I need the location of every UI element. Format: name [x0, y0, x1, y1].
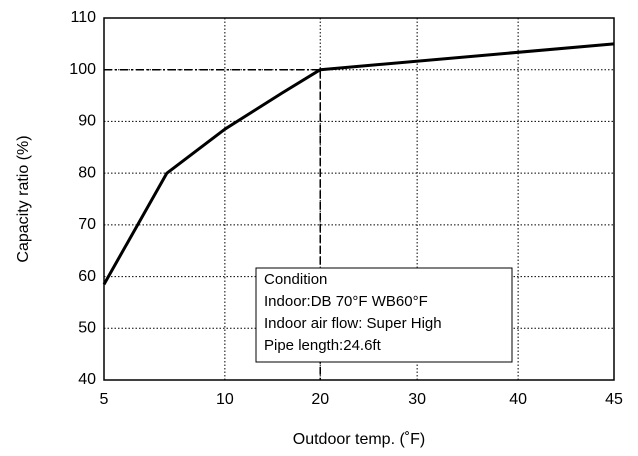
x-tick-label: 45	[605, 391, 623, 408]
y-tick-label: 90	[78, 113, 96, 130]
y-tick-label: 80	[78, 164, 96, 181]
y-tick-label: 50	[78, 320, 96, 337]
x-axis-label: Outdoor temp. (˚F)	[293, 431, 425, 448]
y-axis-label: Capacity ratio (%)	[15, 135, 32, 262]
x-tick-label: 5	[100, 391, 109, 408]
annotation-text: Condition	[264, 271, 327, 288]
annotation-text: Indoor air flow: Super High	[264, 315, 442, 332]
y-tick-label: 70	[78, 216, 96, 233]
data-line	[102, 42, 615, 286]
annotation-text: Indoor:DB 70°F WB60°F	[264, 293, 428, 310]
x-tick-label: 20	[311, 391, 329, 408]
x-tick-label: 30	[408, 391, 426, 408]
y-tick-label: 100	[69, 61, 96, 78]
plot-frame	[103, 17, 615, 381]
annotation-text: Pipe length:24.6ft	[264, 337, 382, 354]
annotation-box	[255, 267, 513, 363]
y-tick-label: 60	[78, 268, 96, 285]
x-tick-label: 10	[216, 391, 234, 408]
x-tick-label: 40	[509, 391, 527, 408]
y-tick-label: 110	[70, 9, 96, 26]
y-tick-label: 40	[78, 371, 96, 388]
